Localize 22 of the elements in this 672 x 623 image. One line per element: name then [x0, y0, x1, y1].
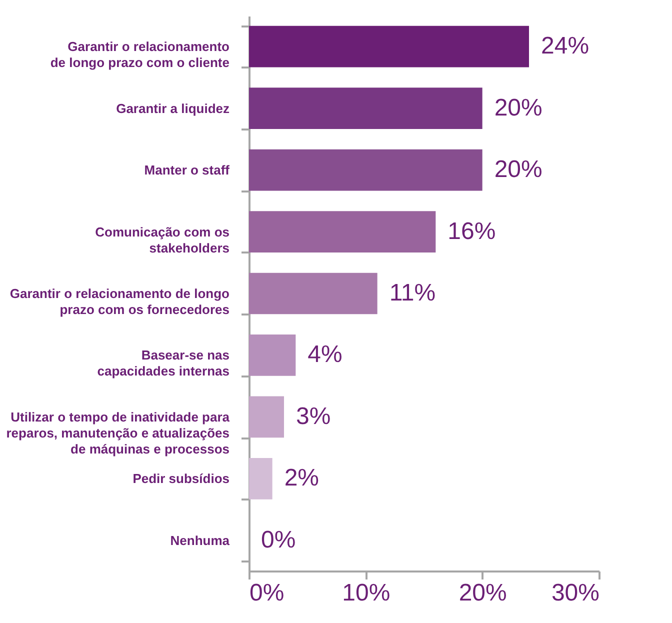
y-tick-label: Nenhuma: [170, 532, 230, 548]
data-label: 3%: [296, 402, 331, 430]
data-label: 20%: [494, 94, 542, 122]
y-tick-label: Pedir subsídios: [132, 471, 230, 486]
x-tick-label: 10%: [342, 580, 390, 606]
data-label: 4%: [308, 341, 342, 368]
x-tick-label: 20%: [458, 580, 507, 606]
x-tick-label: 30%: [551, 580, 600, 606]
x-tick-label: 0%: [250, 580, 284, 606]
y-tick-label: Garantir o relacionamento de longo prazo com o cliente: [50, 39, 230, 70]
y-tick-label: Basear-se nas capacidades internas: [97, 348, 230, 379]
data-label: 11%: [389, 280, 436, 306]
data-label: 20%: [494, 156, 542, 184]
data-label: 2%: [284, 464, 320, 492]
y-tick-label: Garantir a liquidez: [116, 100, 230, 116]
y-tick-label: Garantir o relacionamento de longo prazo com os fornecedores: [10, 286, 230, 317]
y-tick-label: Utilizar o tempo de inatividade para reparos, manutenção e atualizações de máquinas e processos: [6, 409, 230, 456]
y-tick-label: Manter o staff: [144, 162, 230, 178]
data-label: 0%: [261, 526, 296, 554]
data-label: 24%: [541, 32, 590, 60]
y-tick-label: Comunicação com os stakeholders: [95, 224, 230, 256]
data-label: 16%: [448, 218, 496, 245]
